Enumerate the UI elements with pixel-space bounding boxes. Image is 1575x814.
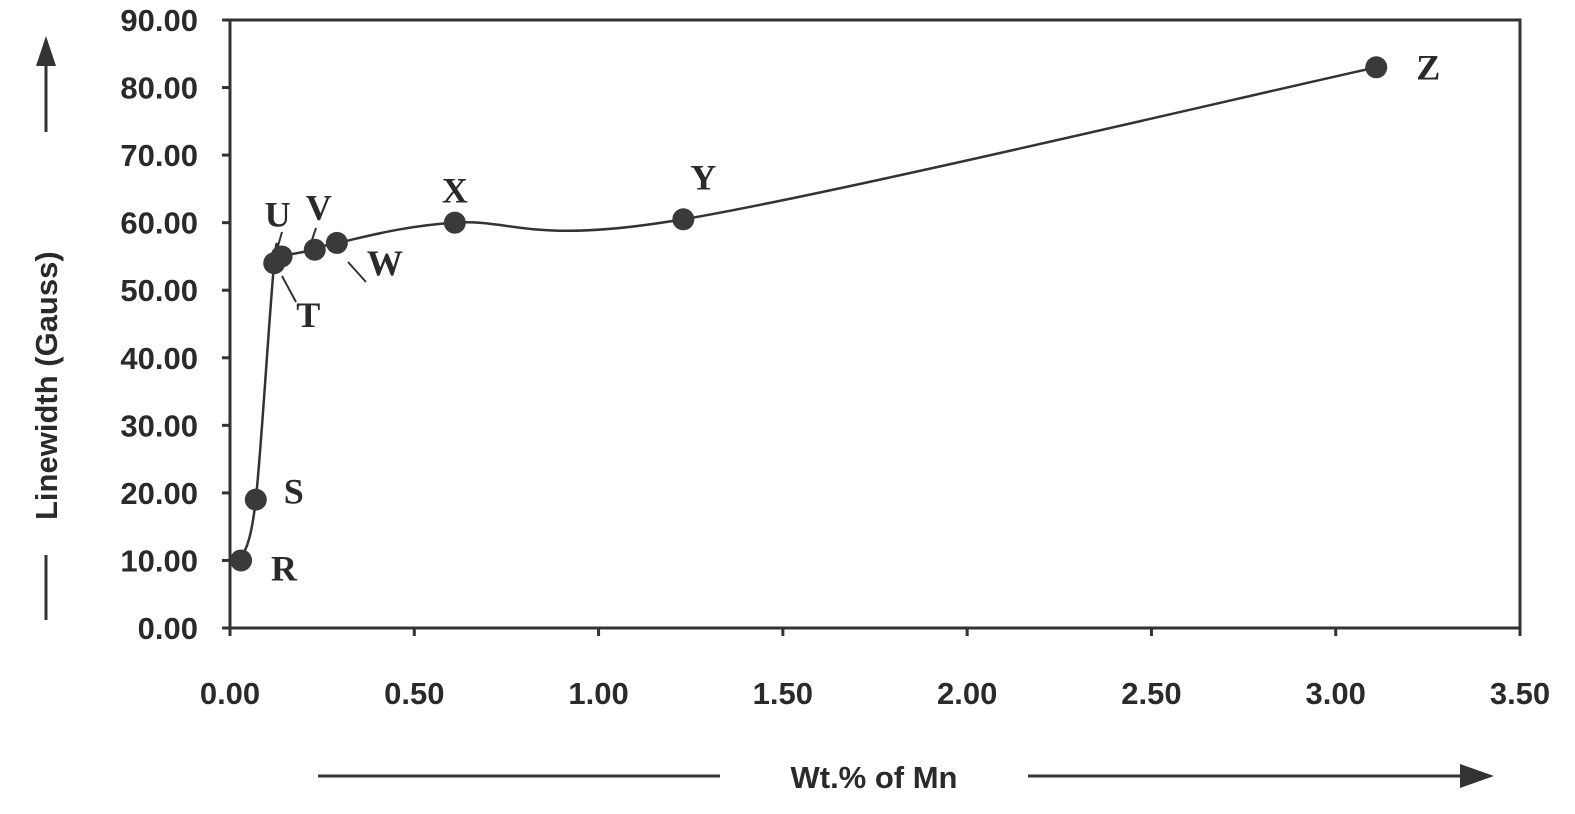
point-pointer-w	[347, 261, 367, 283]
data-point-y	[672, 208, 695, 231]
x-tick-label: 2.00	[937, 676, 997, 711]
y-tick-label: 60.00	[120, 206, 198, 241]
x-tick-label: 1.50	[753, 676, 813, 711]
y-tick-label: 10.00	[120, 543, 198, 578]
y-axis-ticks: 0.00 10.00 20.00 30.00 40.00 50.00 60.00 70.00 8…	[120, 3, 230, 646]
series-group: RS T U VWX Y Z	[230, 47, 1440, 588]
x-axis-arrow-head	[1460, 764, 1494, 788]
y-tick-label: 30.00	[120, 408, 198, 443]
y-tick-label: 50.00	[120, 273, 198, 308]
y-tick-label: 70.00	[120, 138, 198, 173]
y-tick-label: 40.00	[120, 341, 198, 376]
point-label-s: S	[284, 472, 304, 512]
point-label-v: V	[306, 188, 332, 228]
point-label-w: W	[367, 243, 403, 283]
data-point-u	[270, 245, 293, 268]
y-tick-label: 0.00	[138, 611, 198, 646]
data-point-z	[1365, 56, 1388, 79]
y-axis-arrow-head	[36, 36, 56, 66]
x-tick-label: 2.50	[1121, 676, 1181, 711]
point-pointer-t	[281, 275, 297, 303]
point-label-x: X	[442, 171, 468, 211]
x-tick-label: 3.50	[1490, 676, 1550, 711]
x-tick-label: 3.00	[1306, 676, 1366, 711]
point-pointer-v	[309, 227, 317, 247]
point-label-r: R	[271, 548, 298, 588]
data-point-x	[443, 211, 466, 234]
point-label-y: Y	[690, 157, 716, 197]
x-axis-ticks: 0.00 0.50 1.00 1.50 2.00 2.50 3.00 3.50	[200, 628, 1550, 711]
y-axis-title: Linewidth (Gauss)	[29, 251, 64, 520]
y-tick-label: 90.00	[120, 3, 198, 38]
point-label-u: U	[265, 194, 291, 234]
data-point-r	[230, 549, 253, 572]
y-tick-label: 80.00	[120, 71, 198, 106]
x-tick-label: 0.00	[200, 676, 260, 711]
data-point-w	[325, 231, 348, 254]
point-label-z: Z	[1416, 47, 1440, 87]
data-point-s	[244, 488, 267, 511]
point-label-t: T	[296, 295, 320, 335]
y-tick-label: 20.00	[120, 476, 198, 511]
x-axis-title: Wt.% of Mn	[790, 760, 957, 795]
plot-area	[228, 18, 1522, 630]
x-tick-label: 0.50	[384, 676, 444, 711]
x-tick-label: 1.00	[568, 676, 628, 711]
point-pointer-u	[277, 231, 283, 247]
data-point-v	[303, 238, 326, 261]
